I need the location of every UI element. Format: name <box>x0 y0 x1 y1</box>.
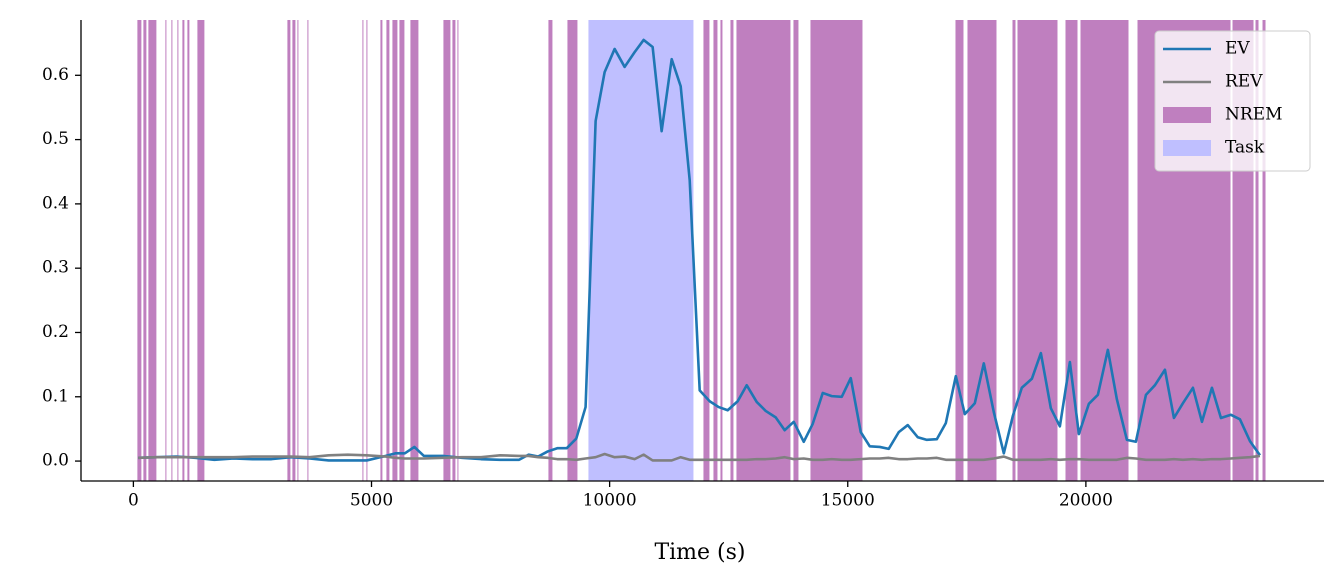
span-nrem <box>297 20 299 481</box>
legend-label: NREM <box>1225 105 1283 125</box>
legend-swatch <box>1163 107 1211 123</box>
span-nrem <box>171 20 173 481</box>
y-tick-label: 0.1 <box>42 386 69 406</box>
span-nrem <box>567 20 578 481</box>
span-nrem <box>410 20 419 481</box>
spans <box>137 20 1266 481</box>
span-nrem <box>148 20 157 481</box>
legend-label: Task <box>1225 138 1265 158</box>
span-nrem <box>380 20 383 481</box>
span-task <box>588 20 694 481</box>
legend-label: EV <box>1225 39 1250 59</box>
span-nrem <box>197 20 205 481</box>
x-tick-label: 0 <box>128 491 139 511</box>
legend: EV REV NREM Task <box>1154 30 1311 172</box>
span-nrem <box>1262 20 1266 481</box>
x-tick-label: 15000 <box>821 491 875 511</box>
span-nrem <box>292 20 296 481</box>
span-nrem <box>399 20 405 481</box>
y-tick-label: 0.0 <box>42 451 69 471</box>
span-nrem <box>713 20 718 481</box>
span-nrem <box>452 20 456 481</box>
span-nrem <box>955 20 964 481</box>
x-tick-label: 10000 <box>583 491 637 511</box>
legend-label: REV <box>1225 72 1263 92</box>
span-nrem <box>730 20 734 481</box>
x-tick-label: 20000 <box>1059 491 1113 511</box>
series-line <box>138 38 1262 462</box>
x-axis-label: Time (s) <box>654 540 745 565</box>
span-nrem <box>793 20 799 481</box>
span-nrem <box>362 20 364 481</box>
span-nrem <box>287 20 291 481</box>
legend-swatch <box>1163 140 1211 156</box>
span-nrem <box>720 20 723 481</box>
axes: 0.0 0.1 0.2 0.3 0.4 0.5 0.6 0 5000 10000 15000 2000… <box>42 20 1324 511</box>
span-nrem <box>307 20 309 481</box>
span-nrem <box>1255 20 1259 481</box>
span-nrem <box>736 20 791 481</box>
lines <box>138 38 1262 462</box>
span-nrem <box>165 20 167 481</box>
y-tick-label: 0.2 <box>42 322 69 342</box>
span-nrem <box>177 20 179 481</box>
y-tick-label: 0.6 <box>42 65 69 85</box>
y-tick-label: 0.4 <box>42 193 69 213</box>
span-nrem <box>1012 20 1016 481</box>
y-tick-label: 0.3 <box>42 258 69 278</box>
span-nrem <box>810 20 863 481</box>
span-nrem <box>182 20 185 481</box>
span-nrem <box>703 20 710 481</box>
legend-box <box>1154 30 1311 172</box>
span-nrem <box>443 20 451 481</box>
y-tick-label: 0.5 <box>42 129 69 149</box>
span-nrem <box>548 20 553 481</box>
series-line <box>138 452 1261 462</box>
span-nrem <box>392 20 398 481</box>
x-tick-label: 5000 <box>350 491 393 511</box>
span-nrem <box>143 20 147 481</box>
span-nrem <box>187 20 190 481</box>
span-nrem <box>967 20 997 481</box>
span-nrem <box>137 20 142 481</box>
span-nrem <box>366 20 368 481</box>
span-nrem <box>457 20 459 481</box>
span-nrem <box>386 20 390 481</box>
